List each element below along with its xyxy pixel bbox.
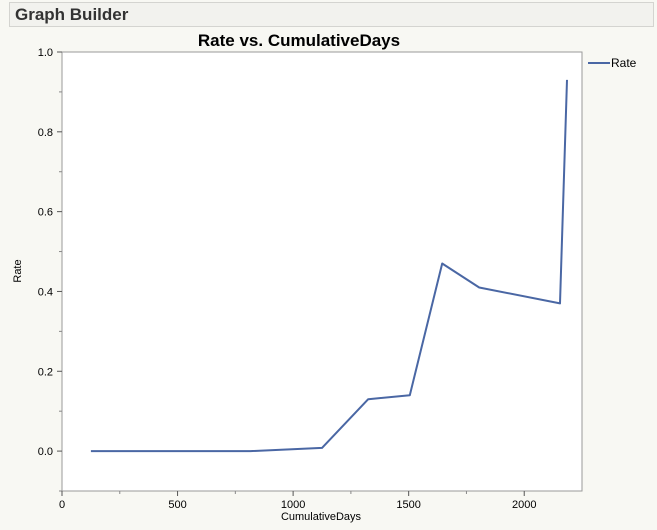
y-tick-label: 0.8 (38, 127, 53, 139)
y-tick-label: 0.0 (38, 446, 53, 458)
legend-label-rate: Rate (611, 56, 637, 70)
x-tick-label: 1000 (281, 499, 305, 511)
plot-area (61, 51, 583, 492)
x-axis-label: CumulativeDays (281, 511, 362, 523)
y-tick-label: 0.2 (38, 366, 53, 378)
y-tick-label: 0.6 (38, 207, 53, 219)
y-axis-label: Rate (12, 259, 24, 282)
x-tick-label: 0 (59, 499, 65, 511)
x-tick-label: 2000 (512, 499, 536, 511)
y-tick-label: 0.4 (38, 286, 53, 298)
x-tick-label: 500 (168, 499, 186, 511)
chart-title: Rate vs. CumulativeDays (198, 31, 400, 50)
legend: Rate (588, 56, 637, 70)
y-tick-label: 1.0 (38, 47, 53, 59)
x-tick-label: 1500 (396, 499, 420, 511)
graph-builder-title: Graph Builder (15, 5, 129, 24)
graph-builder-header: Graph Builder (9, 2, 654, 27)
series-line-rate (90, 79, 568, 453)
